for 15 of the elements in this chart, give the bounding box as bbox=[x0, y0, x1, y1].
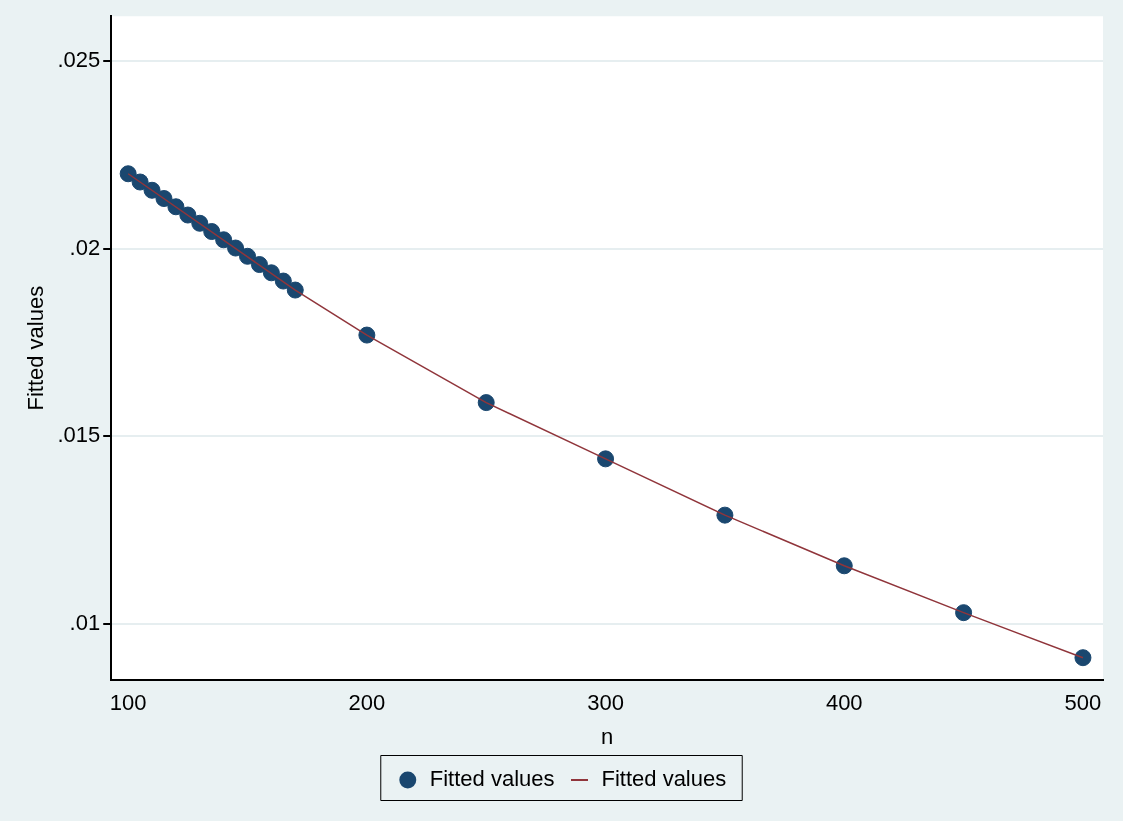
x-tick-label: 100 bbox=[109, 690, 147, 716]
x-tick-label: 500 bbox=[1064, 690, 1102, 716]
legend-label: Fitted values bbox=[601, 766, 727, 792]
x-axis-title: n bbox=[600, 723, 614, 749]
x-tick-label: 400 bbox=[825, 690, 863, 716]
x-tick-label: 300 bbox=[587, 690, 624, 716]
y-tick-label: .02 bbox=[69, 234, 101, 260]
point bbox=[1074, 649, 1092, 667]
x-tick-label: 200 bbox=[348, 690, 386, 716]
legend-label: Fitted values bbox=[429, 766, 555, 792]
point bbox=[119, 165, 137, 183]
y-tick-label: .015 bbox=[57, 422, 101, 448]
y-tick-label: .01 bbox=[69, 609, 101, 635]
y-axis-title: Fitted values bbox=[23, 285, 49, 411]
y-tick-label: .025 bbox=[57, 47, 101, 73]
